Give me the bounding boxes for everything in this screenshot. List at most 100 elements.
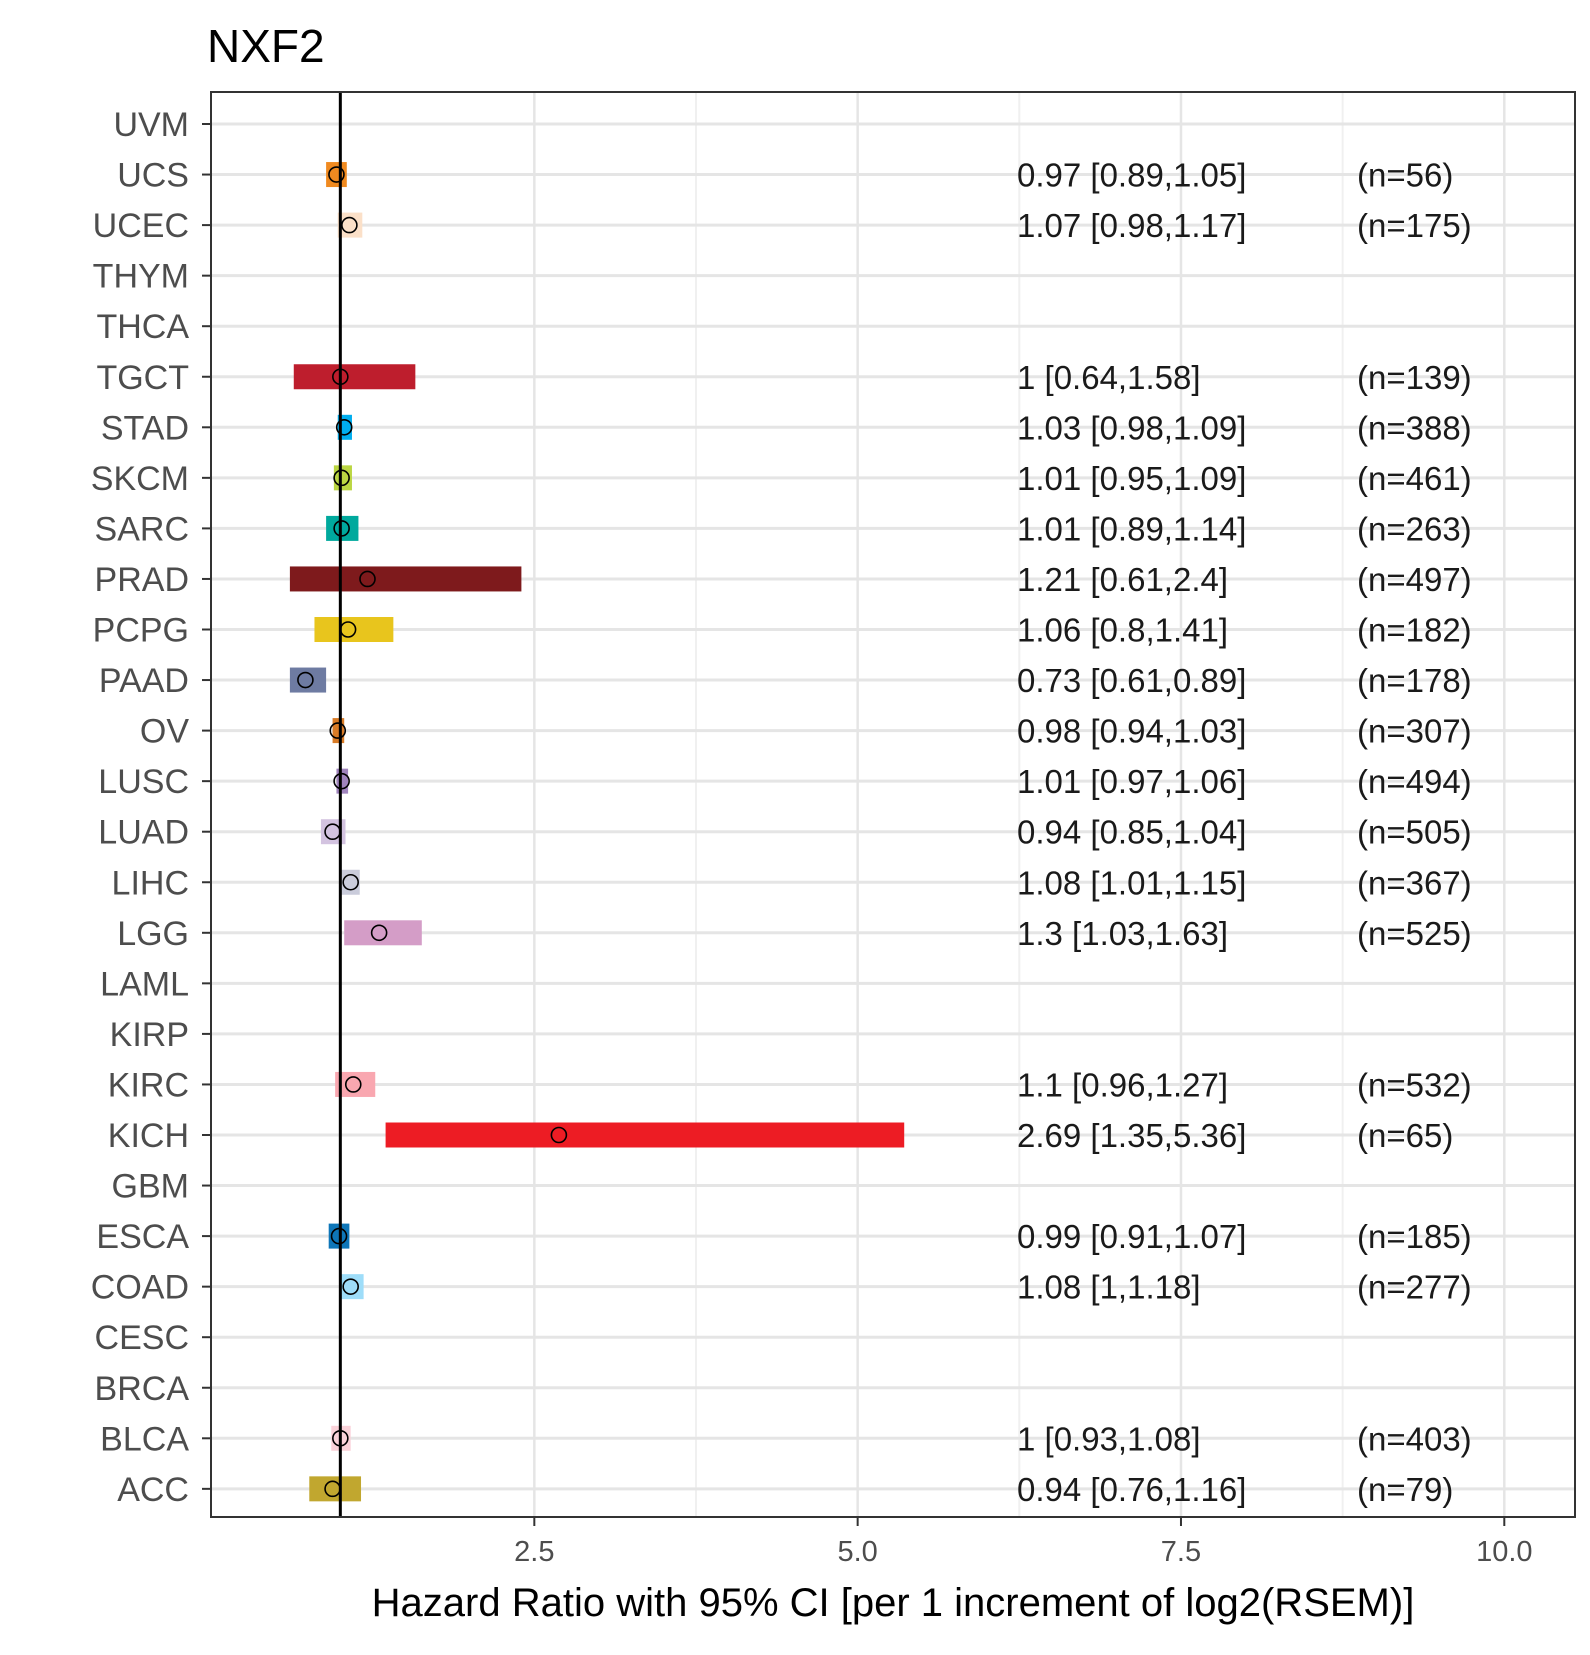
y-tick-label-thca: THCA xyxy=(96,308,189,346)
hr-point-paad xyxy=(297,671,314,689)
ci-bar-sarc xyxy=(326,515,359,541)
hr-label-blca: 1 [0.93,1.08] xyxy=(1017,1420,1200,1457)
y-tick-label-thym: THYM xyxy=(93,258,189,296)
y-tick-label-ucec: UCEC xyxy=(93,207,189,245)
hr-point-ucec xyxy=(341,216,358,234)
hr-label-kirc: 1.1 [0.96,1.27] xyxy=(1017,1066,1228,1103)
hr-point-esca xyxy=(330,1227,348,1245)
n-label-coad: (n=277) xyxy=(1357,1269,1472,1306)
n-label-ov: (n=307) xyxy=(1357,713,1472,750)
y-tick-label-luad: LUAD xyxy=(98,814,189,852)
y-tick-label-kirc: KIRC xyxy=(108,1066,189,1104)
hr-label-acc: 0.94 [0.76,1.16] xyxy=(1017,1471,1246,1508)
n-label-lgg: (n=525) xyxy=(1357,915,1472,952)
panel-border xyxy=(210,91,1576,1518)
n-label-sarc: (n=263) xyxy=(1357,510,1472,547)
y-tick-label-gbm: GBM xyxy=(112,1168,189,1206)
x-tick-label-1: 5.0 xyxy=(837,1536,877,1568)
hr-point-prad xyxy=(359,570,376,588)
chart-title: NXF2 xyxy=(207,20,325,72)
y-tick-label-stad: STAD xyxy=(101,409,189,447)
y-tick-label-esca: ESCA xyxy=(96,1218,189,1256)
x-tick-label-2: 7.5 xyxy=(1161,1536,1201,1568)
n-label-esca: (n=185) xyxy=(1357,1218,1472,1255)
hr-label-paad: 0.73 [0.61,0.89] xyxy=(1017,662,1246,699)
hr-label-sarc: 1.01 [0.89,1.14] xyxy=(1017,510,1246,547)
y-tick-label-ov: OV xyxy=(140,713,189,751)
ci-bar-kirc xyxy=(335,1071,376,1097)
n-label-pcpg: (n=182) xyxy=(1357,612,1472,649)
hr-point-kich xyxy=(550,1126,568,1144)
hr-label-lusc: 1.01 [0.97,1.06] xyxy=(1017,763,1246,800)
n-label-kirc: (n=532) xyxy=(1357,1066,1472,1103)
n-label-blca: (n=403) xyxy=(1357,1420,1472,1457)
axis-layer: UVM UCS UCEC THYM THCA TGCT STAD SKCM SARC PRAD PC… xyxy=(91,106,1533,1568)
y-tick-label-pcpg: PCPG xyxy=(93,612,189,650)
hr-point-layer xyxy=(297,166,568,1498)
hr-label-lgg: 1.3 [1.03,1.63] xyxy=(1017,915,1228,952)
ci-bar-prad xyxy=(289,566,522,592)
hr-point-stad xyxy=(335,418,353,436)
y-tick-label-uvm: UVM xyxy=(113,106,189,144)
hr-point-sarc xyxy=(333,520,350,537)
hr-label-ucec: 1.07 [0.98,1.17] xyxy=(1017,207,1246,244)
n-label-ucs: (n=56) xyxy=(1357,157,1453,194)
n-label-lusc: (n=494) xyxy=(1357,763,1472,800)
y-tick-label-cesc: CESC xyxy=(95,1319,189,1357)
hr-label-tgct: 1 [0.64,1.58] xyxy=(1017,359,1200,396)
hr-point-ov xyxy=(329,722,347,739)
y-tick-label-paad: PAAD xyxy=(99,662,189,700)
ci-bar-tgct xyxy=(293,364,416,390)
ci-bar-kich xyxy=(385,1122,905,1148)
n-label-paad: (n=178) xyxy=(1357,662,1472,699)
y-tick-label-blca: BLCA xyxy=(100,1420,189,1458)
hr-label-coad: 1.08 [1,1.18] xyxy=(1017,1269,1200,1306)
y-tick-label-ucs: UCS xyxy=(117,157,189,195)
n-label-ucec: (n=175) xyxy=(1357,207,1472,244)
y-tick-label-prad: PRAD xyxy=(95,561,189,599)
n-label-skcm: (n=461) xyxy=(1357,460,1472,497)
ci-bar-lihc xyxy=(341,869,360,895)
n-label-luad: (n=505) xyxy=(1357,814,1472,851)
y-tick-label-coad: COAD xyxy=(91,1269,189,1307)
ci-bar-ov xyxy=(332,718,345,744)
y-tick-label-acc: ACC xyxy=(117,1471,189,1509)
y-tick-label-lusc: LUSC xyxy=(98,763,189,801)
hr-point-acc xyxy=(324,1480,341,1498)
y-tick-label-lgg: LGG xyxy=(117,915,189,953)
hr-point-lusc xyxy=(333,772,350,790)
n-label-lihc: (n=367) xyxy=(1357,864,1472,901)
n-label-tgct: (n=139) xyxy=(1357,359,1472,396)
ci-bar-paad xyxy=(289,667,327,693)
y-tick-label-laml: LAML xyxy=(100,965,189,1003)
hr-label-stad: 1.03 [0.98,1.09] xyxy=(1017,409,1246,446)
hr-point-blca xyxy=(332,1430,349,1447)
y-tick-label-tgct: TGCT xyxy=(96,359,189,397)
annotation-layer: 0.97 [0.89,1.05] (n=56) 1.07 [0.98,1.17] (n… xyxy=(1017,157,1472,1508)
grid-layer xyxy=(211,92,1575,1517)
hr-label-ov: 0.98 [0.94,1.03] xyxy=(1017,713,1246,750)
ci-bar-pcpg xyxy=(314,617,394,642)
ci-bar-lgg xyxy=(344,920,422,946)
hr-point-lihc xyxy=(342,873,359,891)
y-tick-label-brca: BRCA xyxy=(95,1370,190,1408)
y-tick-label-lihc: LIHC xyxy=(112,864,189,902)
hr-point-lgg xyxy=(370,924,388,942)
ci-bar-acc xyxy=(309,1476,362,1502)
hr-point-skcm xyxy=(333,469,350,487)
hr-label-esca: 0.99 [0.91,1.07] xyxy=(1017,1218,1246,1255)
y-tick-label-kirp: KIRP xyxy=(110,1016,189,1054)
hr-label-pcpg: 1.06 [0.8,1.41] xyxy=(1017,612,1228,649)
hr-label-kich: 2.69 [1.35,5.36] xyxy=(1017,1117,1246,1154)
n-label-acc: (n=79) xyxy=(1357,1471,1453,1508)
hr-label-luad: 0.94 [0.85,1.04] xyxy=(1017,814,1246,851)
y-tick-label-sarc: SARC xyxy=(95,510,189,548)
hr-point-kirc xyxy=(344,1076,362,1093)
x-tick-label-3: 10.0 xyxy=(1476,1536,1532,1568)
hr-point-tgct xyxy=(332,368,349,386)
hr-point-coad xyxy=(342,1278,359,1295)
y-tick-label-skcm: SKCM xyxy=(91,460,189,498)
ci-bar-lusc xyxy=(336,768,349,794)
